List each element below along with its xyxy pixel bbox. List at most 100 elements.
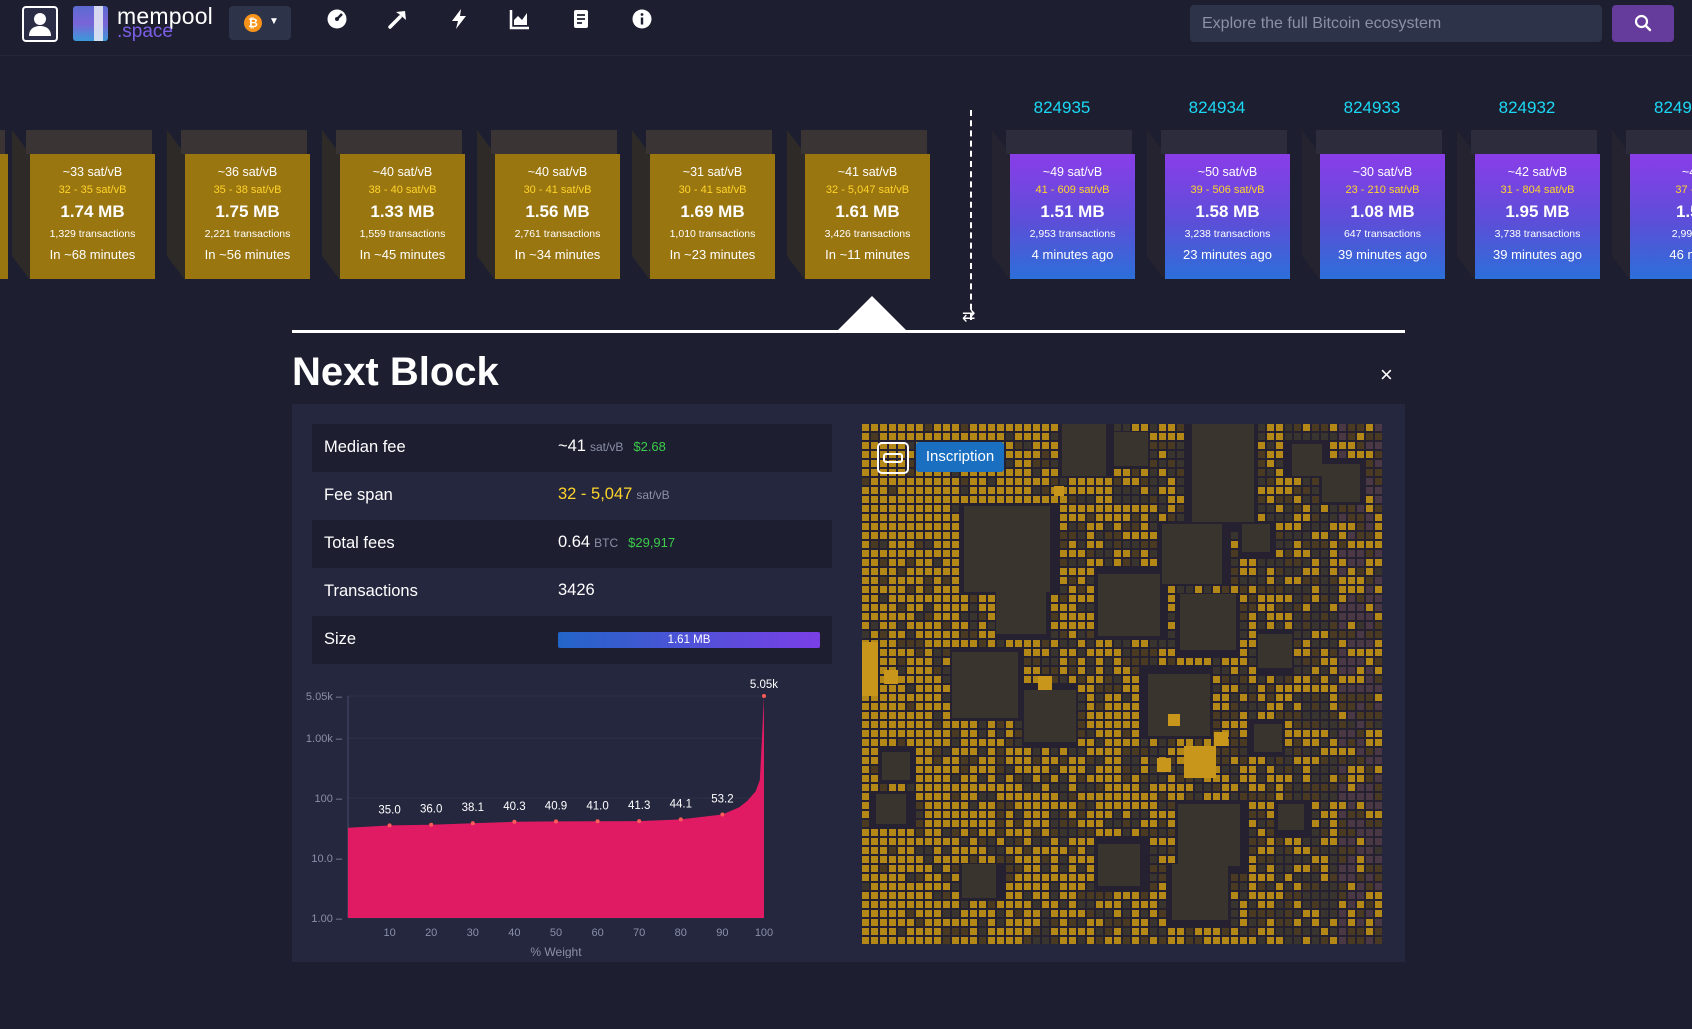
treemap-tx-cell[interactable] bbox=[1096, 640, 1103, 647]
treemap-tx-cell[interactable] bbox=[1303, 721, 1310, 728]
treemap-tx-cell[interactable] bbox=[1330, 523, 1337, 530]
treemap-tx-cell[interactable] bbox=[1150, 505, 1157, 512]
treemap-tx-cell[interactable] bbox=[1294, 775, 1301, 782]
treemap-tx-cell[interactable] bbox=[925, 856, 932, 863]
treemap-tx-cell[interactable] bbox=[1123, 748, 1130, 755]
treemap-tx-cell[interactable] bbox=[1132, 523, 1139, 530]
treemap-tx-cell[interactable] bbox=[1114, 424, 1121, 431]
block-transactions-treemap[interactable]: Inscription bbox=[862, 424, 1382, 944]
treemap-tx-cell[interactable] bbox=[925, 739, 932, 746]
treemap-tx-cell[interactable] bbox=[1177, 505, 1184, 512]
treemap-tx-cell[interactable] bbox=[1366, 874, 1373, 881]
treemap-tx-cell[interactable] bbox=[1366, 577, 1373, 584]
treemap-tx-cell[interactable] bbox=[934, 586, 941, 593]
treemap-tx-cell[interactable] bbox=[1339, 928, 1346, 935]
treemap-tx-cell[interactable] bbox=[1258, 694, 1265, 701]
treemap-tx-cell[interactable] bbox=[1078, 883, 1085, 890]
treemap-tx-cell[interactable] bbox=[1168, 487, 1175, 494]
treemap-tx-cell[interactable] bbox=[988, 478, 995, 485]
treemap-tx-cell[interactable] bbox=[943, 937, 950, 944]
treemap-tx-cell[interactable] bbox=[1276, 793, 1283, 800]
treemap-tx-cell[interactable] bbox=[1294, 757, 1301, 764]
treemap-tx-cell[interactable] bbox=[1096, 793, 1103, 800]
treemap-tx-cell[interactable] bbox=[862, 910, 869, 917]
treemap-tx-cell[interactable] bbox=[898, 838, 905, 845]
treemap-tx-cell[interactable] bbox=[1294, 514, 1301, 521]
treemap-tx-cell[interactable] bbox=[1060, 676, 1067, 683]
treemap-tx-cell[interactable] bbox=[1366, 523, 1373, 530]
treemap-tx-cell[interactable] bbox=[1024, 451, 1031, 458]
treemap-tx-cell[interactable] bbox=[1132, 694, 1139, 701]
treemap-tx-cell[interactable] bbox=[916, 667, 923, 674]
treemap-tx-cell[interactable] bbox=[1240, 928, 1247, 935]
treemap-tx-cell[interactable] bbox=[943, 928, 950, 935]
treemap-tx-cell[interactable] bbox=[1348, 838, 1355, 845]
treemap-tx-cell[interactable] bbox=[1348, 802, 1355, 809]
treemap-tx-cell[interactable] bbox=[1060, 595, 1067, 602]
treemap-tx-cell[interactable] bbox=[889, 487, 896, 494]
treemap-tx-cell[interactable] bbox=[1042, 442, 1049, 449]
treemap-tx-cell[interactable] bbox=[907, 649, 914, 656]
treemap-tx-cell[interactable] bbox=[1177, 775, 1184, 782]
treemap-tx-cell[interactable] bbox=[1330, 532, 1337, 539]
user-avatar-icon[interactable] bbox=[22, 6, 58, 42]
treemap-tx-cell[interactable] bbox=[1348, 433, 1355, 440]
treemap-tx-cell[interactable] bbox=[1024, 676, 1031, 683]
treemap-tx-cell[interactable] bbox=[1213, 658, 1220, 665]
treemap-tx-cell[interactable] bbox=[1357, 847, 1364, 854]
treemap-tx-cell[interactable] bbox=[1294, 919, 1301, 926]
treemap-tx-cell[interactable] bbox=[997, 748, 1004, 755]
treemap-tx-cell[interactable] bbox=[1168, 811, 1175, 818]
treemap-tx-cell[interactable] bbox=[880, 487, 887, 494]
treemap-tx-cell[interactable] bbox=[1258, 451, 1265, 458]
treemap-tx-cell[interactable] bbox=[952, 424, 959, 431]
treemap-tx-cell[interactable] bbox=[880, 577, 887, 584]
treemap-tx-cell[interactable] bbox=[862, 811, 869, 818]
treemap-tx-cell[interactable] bbox=[916, 631, 923, 638]
treemap-tx-cell[interactable] bbox=[1195, 784, 1202, 791]
treemap-tx-cell[interactable] bbox=[1366, 730, 1373, 737]
treemap-tx-cell[interactable] bbox=[1231, 892, 1238, 899]
treemap-tx-cell[interactable] bbox=[916, 865, 923, 872]
treemap-tx-cell[interactable] bbox=[880, 568, 887, 575]
treemap-tx-cell[interactable] bbox=[1033, 802, 1040, 809]
treemap-tx-cell[interactable] bbox=[1267, 685, 1274, 692]
treemap-tx-cell[interactable] bbox=[1123, 541, 1130, 548]
treemap-tx-cell[interactable] bbox=[1006, 937, 1013, 944]
treemap-tx-cell[interactable] bbox=[1249, 595, 1256, 602]
treemap-tx-cell[interactable] bbox=[1132, 784, 1139, 791]
treemap-tx-cell[interactable] bbox=[970, 901, 977, 908]
treemap-tx-cell[interactable] bbox=[1312, 496, 1319, 503]
treemap-tx-cell[interactable] bbox=[1357, 712, 1364, 719]
treemap-tx-cell[interactable] bbox=[1123, 478, 1130, 485]
treemap-tx-cell[interactable] bbox=[889, 784, 896, 791]
treemap-tx-cell[interactable] bbox=[1366, 496, 1373, 503]
treemap-tx-cell[interactable] bbox=[1294, 658, 1301, 665]
treemap-tx-cell[interactable] bbox=[1060, 640, 1067, 647]
treemap-tx-cell[interactable] bbox=[1051, 856, 1058, 863]
treemap-tx-cell[interactable] bbox=[871, 775, 878, 782]
treemap-tx-cell[interactable] bbox=[1087, 622, 1094, 629]
treemap-tx-cell[interactable] bbox=[1114, 541, 1121, 548]
treemap-tx-cell[interactable] bbox=[1114, 730, 1121, 737]
treemap-tx-cell[interactable] bbox=[1375, 604, 1382, 611]
treemap-tx-cell[interactable] bbox=[1249, 937, 1256, 944]
treemap-tx-cell[interactable] bbox=[1285, 910, 1292, 917]
treemap-tx-cell[interactable] bbox=[1015, 460, 1022, 467]
treemap-tx-cell[interactable] bbox=[1366, 658, 1373, 665]
treemap-tx-cell[interactable] bbox=[1033, 847, 1040, 854]
treemap-tx-cell[interactable] bbox=[1321, 568, 1328, 575]
treemap-tx-cell[interactable] bbox=[1024, 937, 1031, 944]
treemap-tx-cell[interactable] bbox=[961, 469, 968, 476]
treemap-tx-cell[interactable] bbox=[952, 469, 959, 476]
treemap-tx-cell[interactable] bbox=[1303, 676, 1310, 683]
treemap-tx-cell[interactable] bbox=[1321, 577, 1328, 584]
treemap-tx-cell[interactable] bbox=[925, 721, 932, 728]
treemap-tx-cell[interactable] bbox=[871, 478, 878, 485]
treemap-tx-cell[interactable] bbox=[871, 919, 878, 926]
treemap-tx-cell[interactable] bbox=[1231, 775, 1238, 782]
treemap-tx-cell[interactable] bbox=[1339, 451, 1346, 458]
treemap-tx-cell[interactable] bbox=[1060, 928, 1067, 935]
treemap-tx-cell[interactable] bbox=[907, 694, 914, 701]
treemap-tx-cell[interactable] bbox=[1267, 919, 1274, 926]
